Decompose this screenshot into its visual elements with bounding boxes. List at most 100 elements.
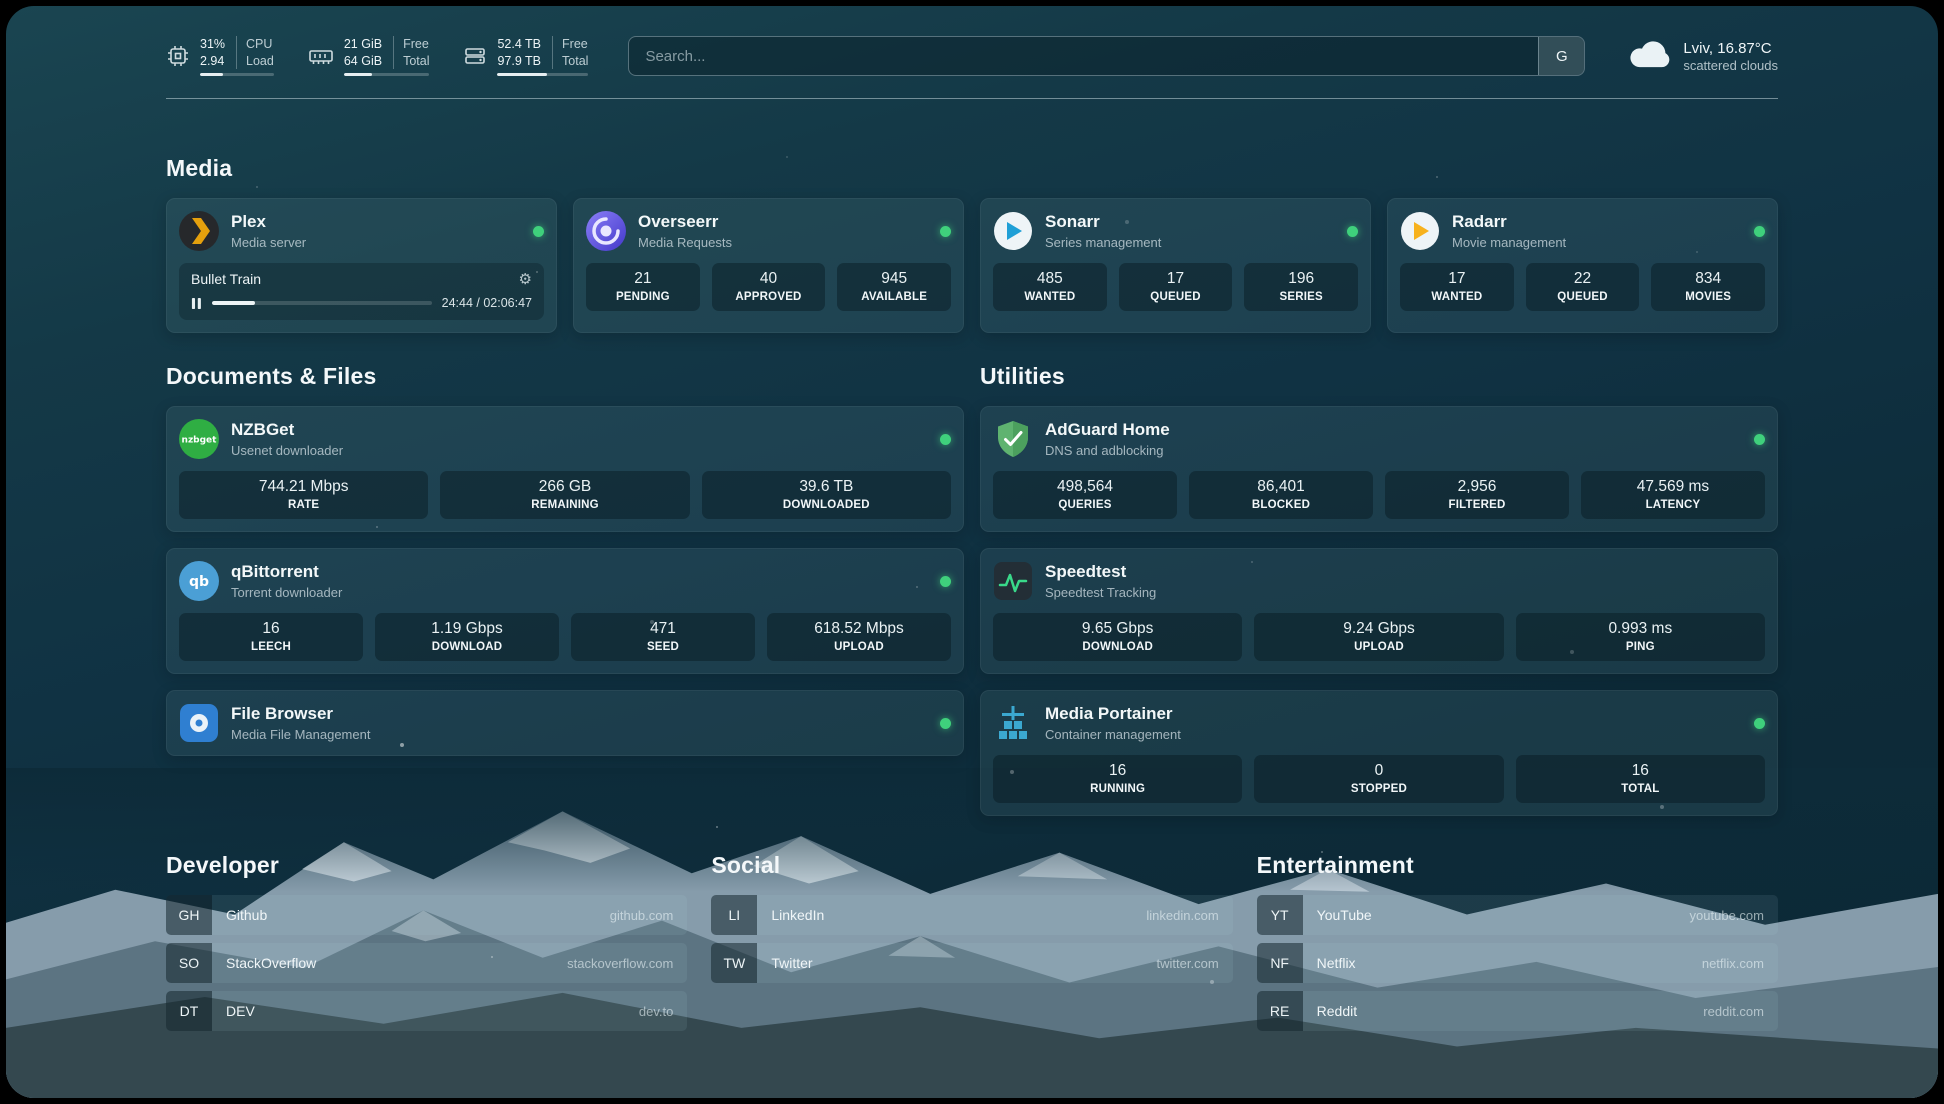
bookmark-group-social: Social LI LinkedIn linkedin.com TW Twitt… [711, 852, 1233, 1031]
stat-value: 9.24 Gbps [1343, 620, 1415, 637]
search-input[interactable] [629, 37, 1539, 75]
search-provider-button[interactable]: G [1538, 37, 1585, 75]
stat-label: UPLOAD [834, 641, 884, 653]
section-title-entertainment: Entertainment [1256, 852, 1414, 878]
service-name: Overseerr [638, 212, 719, 232]
memory-progress-bar [343, 72, 430, 76]
service-card-qbittorrent[interactable]: qb qBittorrent Torrent downloader 16 [166, 548, 964, 674]
weather-location: Lviv, 16.87°C [1683, 39, 1772, 57]
stat-value: 0.993 ms [1608, 620, 1673, 637]
service-card-filebrowser[interactable]: File Browser Media File Management [166, 690, 964, 756]
stat-label: DOWNLOAD [431, 641, 503, 653]
service-subtitle: Movie management [1452, 234, 1567, 250]
bookmark-abbr: TW [711, 943, 758, 983]
stat-queued: 17 QUEUED [1118, 263, 1233, 311]
status-dot-online [1347, 225, 1358, 237]
overseerr-icon [586, 211, 626, 251]
service-card-plex[interactable]: Plex Media server Bullet Train ⚙ [166, 198, 557, 333]
service-card-overseerr[interactable]: Overseerr Media Requests 21 PENDING 40 A… [573, 198, 964, 333]
bookmark-twitter[interactable]: TW Twitter twitter.com [711, 943, 1233, 983]
cpu-usage-value: 31% [200, 37, 226, 52]
status-dot-online [940, 717, 951, 729]
search-bar: G [628, 36, 1586, 76]
stat-value: 16 [1109, 762, 1127, 779]
service-subtitle: Media server [231, 234, 307, 250]
service-card-adguard[interactable]: AdGuard Home DNS and adblocking 498,564 … [980, 406, 1778, 532]
service-subtitle: Series management [1045, 234, 1162, 250]
bookmark-domain: linkedin.com [1146, 907, 1219, 923]
status-dot-online [1754, 433, 1765, 445]
gear-icon[interactable]: ⚙ [518, 270, 532, 288]
stat-value: 945 [881, 270, 908, 287]
stat-label: FILTERED [1448, 499, 1506, 511]
disk-total-value: 97.9 TB [497, 53, 542, 68]
section-title-social: Social [711, 852, 781, 878]
stat-downloaded: 39.6 TB DOWNLOADED [701, 471, 951, 519]
bookmark-netflix[interactable]: NF Netflix netflix.com [1256, 943, 1778, 983]
stat-movies: 834 MOVIES [1651, 263, 1766, 311]
status-dot-online [1754, 717, 1765, 729]
stat-label: WANTED [1431, 291, 1483, 303]
service-card-radarr[interactable]: Radarr Movie management 17 WANTED 22 QUE… [1387, 198, 1778, 333]
bookmark-domain: twitter.com [1156, 955, 1219, 971]
memory-total-value: 64 GiB [343, 53, 383, 68]
bookmark-domain: netflix.com [1701, 955, 1764, 971]
memory-free-label: Free [393, 36, 429, 53]
playback-progress-bar[interactable] [212, 301, 432, 305]
service-card-portainer[interactable]: Media Portainer Container management 16 … [980, 690, 1778, 816]
bookmark-name: Netflix [1316, 955, 1356, 971]
service-card-sonarr[interactable]: Sonarr Series management 485 WANTED 17 Q… [980, 198, 1371, 333]
bookmark-name: Github [226, 907, 268, 923]
portainer-icon [993, 703, 1033, 743]
stat-label: DOWNLOADED [782, 499, 870, 511]
status-dot-online [940, 225, 951, 237]
service-card-speedtest[interactable]: Speedtest Speedtest Tracking 9.65 Gbps D… [980, 548, 1778, 674]
nzbget-icon: nzbget [179, 419, 219, 459]
bookmark-domain: dev.to [638, 1003, 674, 1019]
bookmark-youtube[interactable]: YT YouTube youtube.com [1256, 895, 1778, 935]
service-name: qBittorrent [231, 562, 319, 582]
status-dot-online [1754, 225, 1765, 237]
resource-widget-disk: 52.4 TB Free 97.9 TB Total [463, 36, 589, 76]
stat-label: REMAINING [531, 499, 599, 511]
radarr-icon [1400, 211, 1440, 251]
status-dot-online [940, 433, 951, 445]
stat-value: 485 [1036, 270, 1063, 287]
bookmark-abbr: NF [1256, 943, 1303, 983]
bookmark-linkedin[interactable]: LI LinkedIn linkedin.com [711, 895, 1233, 935]
service-card-nzbget[interactable]: nzbget NZBGet Usenet downloader 744.21 M… [166, 406, 964, 532]
stat-seed: 471 SEED [571, 613, 755, 661]
resource-widget-memory: 21 GiB Free 64 GiB Total [308, 36, 430, 76]
stat-queued: 22 QUEUED [1525, 263, 1640, 311]
service-subtitle: Torrent downloader [231, 584, 343, 600]
now-playing-title: Bullet Train [191, 271, 262, 287]
service-name: NZBGet [231, 420, 295, 440]
cpu-usage-label: CPU [236, 36, 274, 53]
stat-value: 16 [1631, 762, 1649, 779]
resource-widgets: 31% CPU 2.94 Load [166, 36, 589, 76]
plex-now-playing: Bullet Train ⚙ 24:44 / 02:06: [179, 263, 544, 320]
resource-widget-cpu: 31% CPU 2.94 Load [166, 36, 274, 76]
stat-label: QUEUED [1557, 291, 1608, 303]
stat-label: APPROVED [735, 291, 802, 303]
status-dot-online [940, 575, 951, 587]
memory-icon [308, 44, 334, 68]
stat-value: 471 [650, 620, 676, 637]
bookmark-github[interactable]: GH Github github.com [166, 895, 688, 935]
weather-widget: Lviv, 16.87°C scattered clouds [1627, 39, 1778, 74]
stat-label: PENDING [615, 291, 670, 303]
bookmark-abbr: LI [711, 895, 758, 935]
stat-value: 9.65 Gbps [1081, 620, 1154, 637]
playback-time: 24:44 / 02:06:47 [441, 296, 532, 310]
bookmark-stackoverflow[interactable]: SO StackOverflow stackoverflow.com [166, 943, 688, 983]
cpu-load-value: 2.94 [200, 53, 225, 68]
bookmark-name: YouTube [1316, 907, 1372, 923]
service-name: File Browser [231, 704, 334, 724]
section-utilities: Utilities [980, 363, 1778, 816]
disk-total-label: Total [552, 52, 588, 69]
stat-value: 0 [1374, 762, 1384, 779]
pause-icon[interactable] [191, 297, 202, 310]
bookmark-reddit[interactable]: RE Reddit reddit.com [1256, 991, 1778, 1031]
service-subtitle: Media File Management [231, 726, 371, 742]
bookmark-dev[interactable]: DT DEV dev.to [166, 991, 688, 1031]
